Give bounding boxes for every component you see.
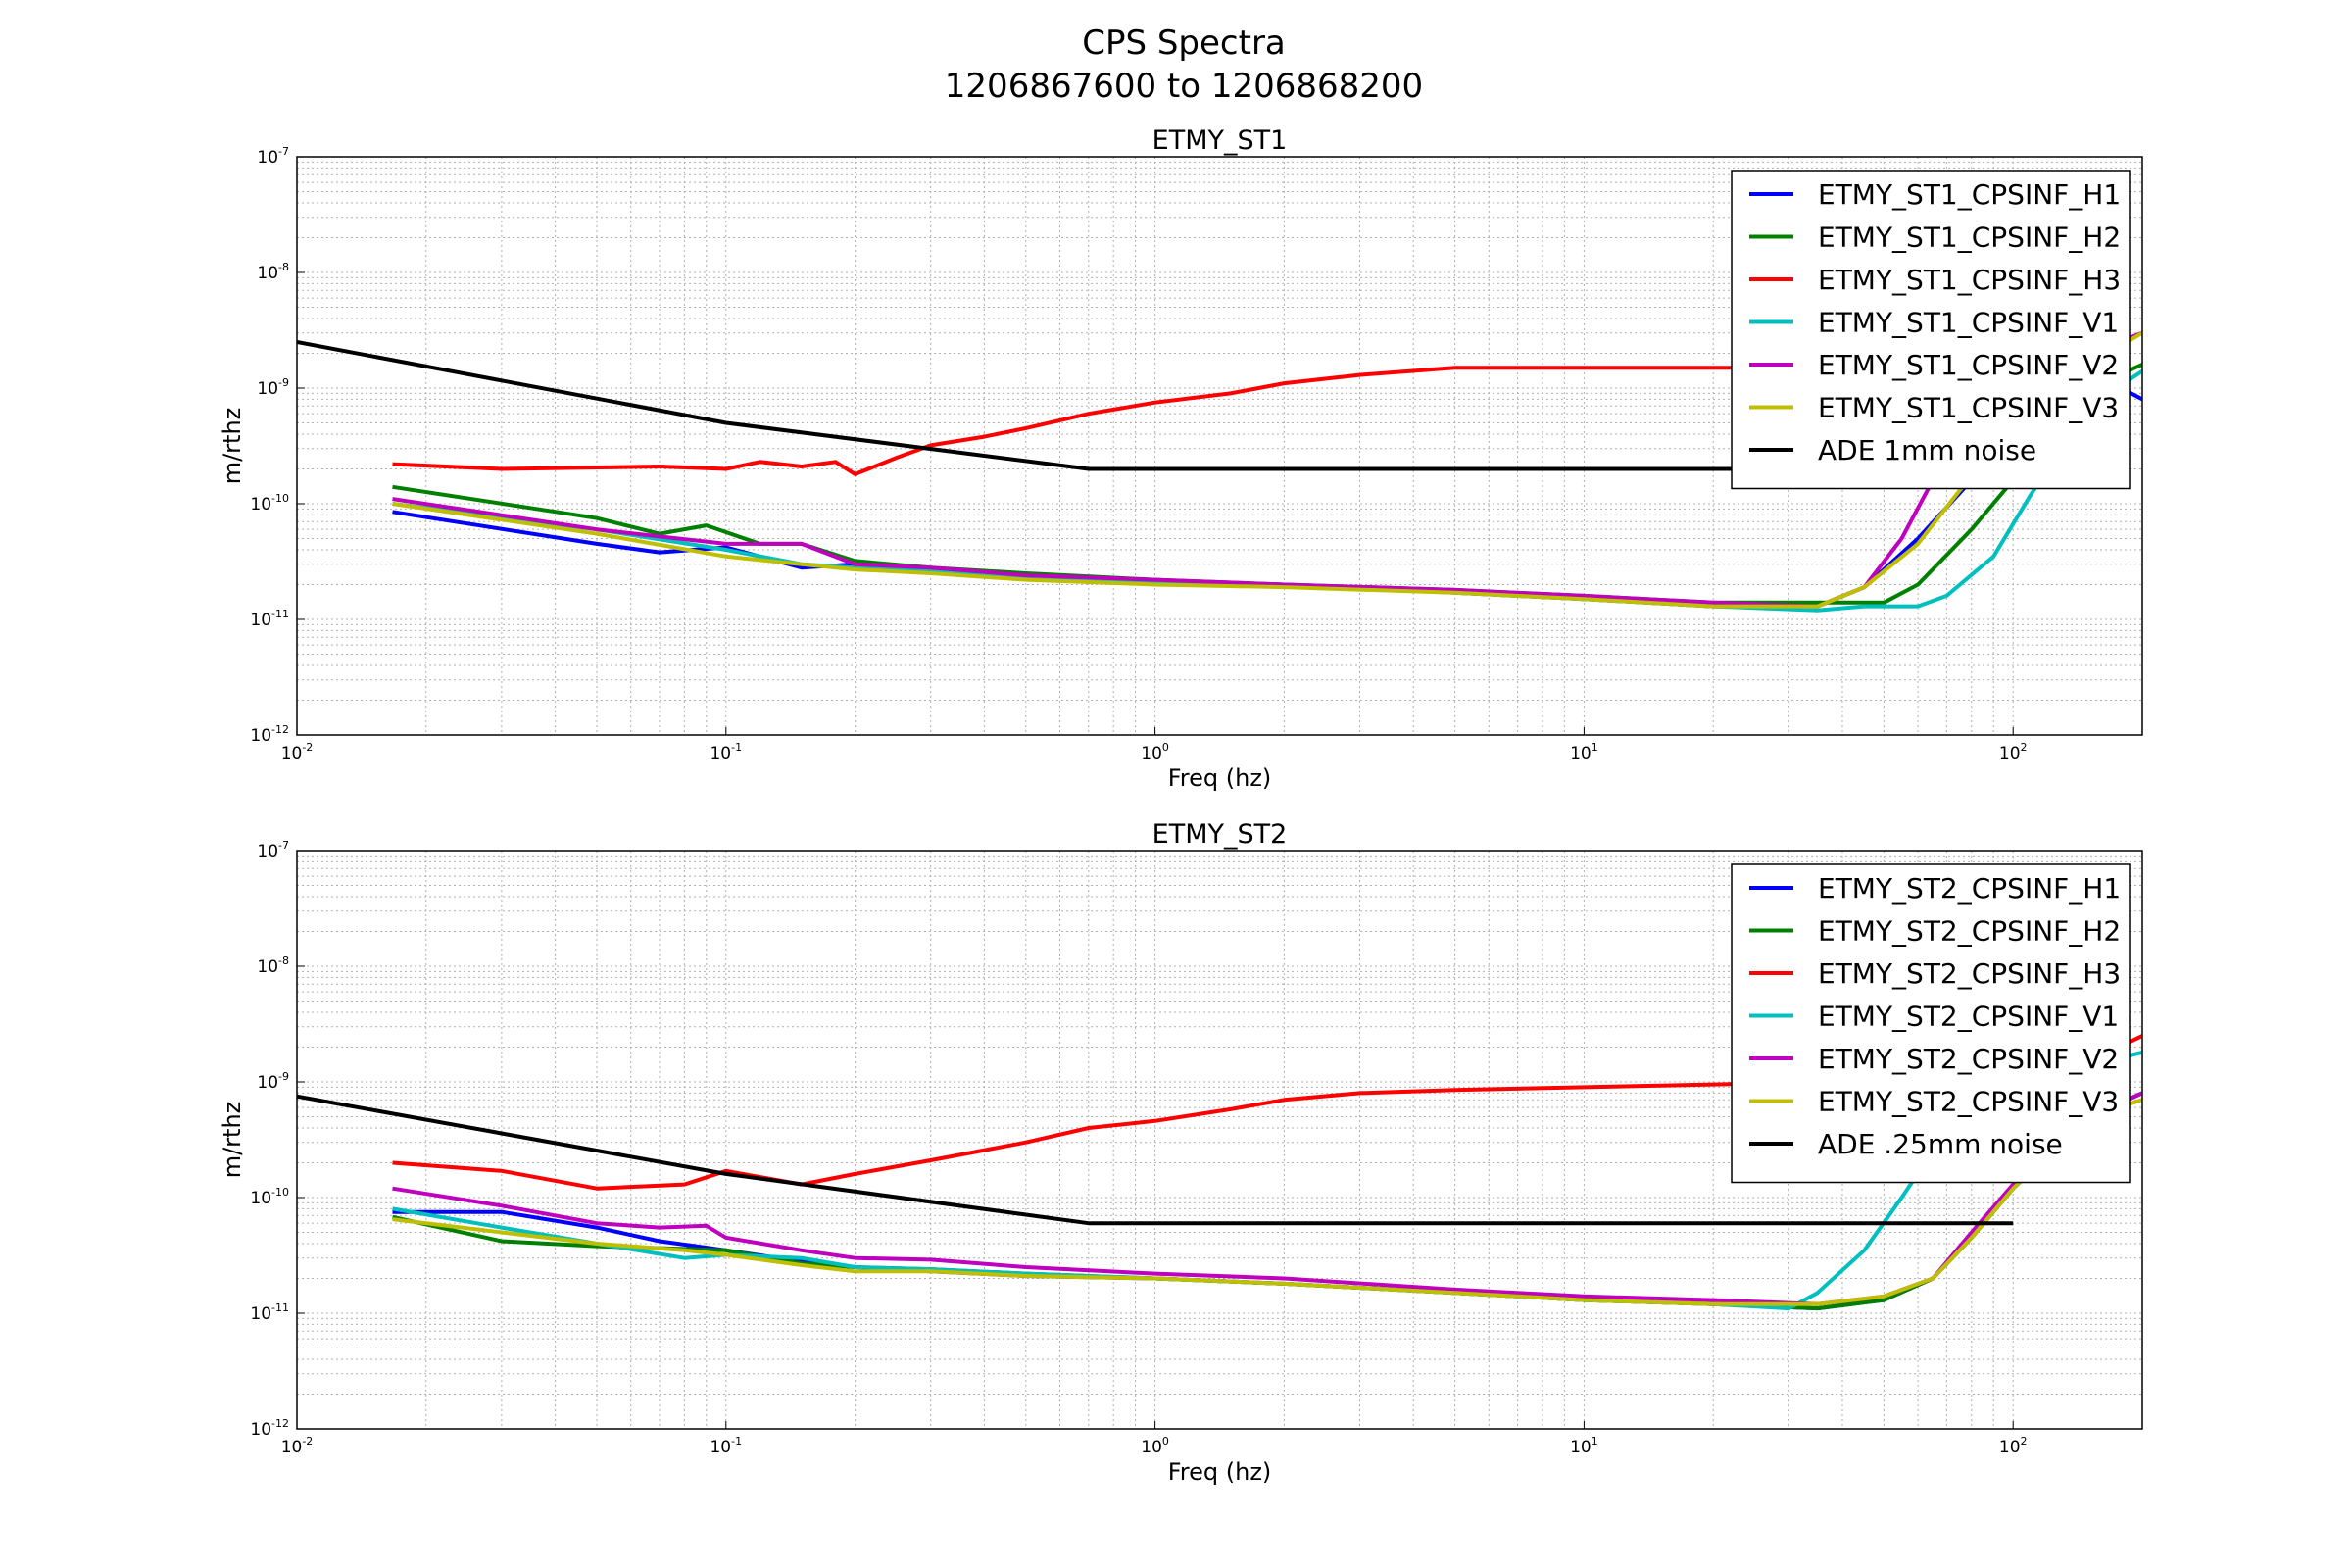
legend-label-4: ETMY_ST2_CPSINF_V1 bbox=[1818, 1001, 2119, 1033]
x-tick-label: 10-1 bbox=[710, 741, 742, 763]
y-tick-label: 10-8 bbox=[257, 261, 289, 283]
chart-panel-1: 10-2 10-1 100 101 102 10-12 10-11 10-10 10-9 10-8… bbox=[219, 125, 2143, 792]
x-tick-label: 101 bbox=[1570, 1435, 1598, 1457]
y-tick-label: 10-9 bbox=[257, 1070, 289, 1093]
legend-label-3: ETMY_ST1_CPSINF_H3 bbox=[1818, 264, 2121, 296]
y-tick-label: 10-12 bbox=[250, 723, 289, 746]
y-tick-label: 10-10 bbox=[250, 1186, 289, 1208]
legend-box bbox=[1731, 863, 2131, 1184]
legend-label-2: ETMY_ST1_CPSINF_H2 bbox=[1818, 221, 2121, 254]
legend-label-6: ETMY_ST2_CPSINF_V3 bbox=[1818, 1086, 2119, 1118]
legend-label-1: ETMY_ST1_CPSINF_H1 bbox=[1818, 178, 2121, 211]
legend-label-7: ADE .25mm noise bbox=[1818, 1128, 2063, 1160]
series-line-6 bbox=[392, 1098, 2142, 1306]
x-tick-label: 102 bbox=[1999, 741, 2028, 763]
x-tick-label: 10-2 bbox=[281, 1435, 314, 1457]
y-tick-label: 10-8 bbox=[257, 955, 289, 977]
x-tick-label: 10-2 bbox=[281, 741, 314, 763]
axes-frame bbox=[296, 156, 2143, 736]
legend-box bbox=[1731, 170, 2131, 490]
legend-label-4: ETMY_ST1_CPSINF_V1 bbox=[1818, 307, 2119, 339]
x-tick-label: 100 bbox=[1141, 741, 1169, 763]
legend-label-1: ETMY_ST2_CPSINF_H1 bbox=[1818, 872, 2121, 905]
legend-label-7: ADE 1mm noise bbox=[1818, 434, 2036, 466]
y-tick-label: 10-11 bbox=[250, 608, 289, 630]
figure-title-line1: CPS Spectra bbox=[1082, 24, 1286, 63]
x-tick-label: 101 bbox=[1570, 741, 1598, 763]
series-line-7 bbox=[297, 1094, 2014, 1226]
x-axis-label: Freq (hz) bbox=[1168, 764, 1272, 792]
y-tick-label: 10-10 bbox=[250, 492, 289, 514]
legend-label-2: ETMY_ST2_CPSINF_H2 bbox=[1818, 915, 2121, 948]
legend-label-5: ETMY_ST1_CPSINF_V2 bbox=[1818, 349, 2119, 381]
y-axis-label: m/rthz bbox=[219, 1102, 246, 1179]
legend: ETMY_ST2_CPSINF_H1 ETMY_ST2_CPSINF_H2 ETMY… bbox=[1731, 863, 2131, 1184]
x-tick-label: 102 bbox=[1999, 1435, 2028, 1457]
legend-label-3: ETMY_ST2_CPSINF_H3 bbox=[1818, 957, 2121, 990]
y-axis-label: m/rthz bbox=[219, 408, 246, 485]
y-tick-label: 10-9 bbox=[257, 376, 289, 399]
x-axis-label: Freq (hz) bbox=[1168, 1458, 1272, 1486]
series-line-6 bbox=[392, 330, 2142, 609]
panel-title: ETMY_ST1 bbox=[1152, 125, 1288, 156]
series-line-7 bbox=[297, 340, 2014, 471]
figure-title-line2: 1206867600 to 1206868200 bbox=[944, 67, 1424, 106]
panel-title: ETMY_ST2 bbox=[1152, 819, 1288, 850]
axes-frame bbox=[296, 850, 2143, 1430]
legend-label-5: ETMY_ST2_CPSINF_V2 bbox=[1818, 1043, 2119, 1075]
x-tick-label: 10-1 bbox=[710, 1435, 742, 1457]
figure-title: CPS Spectra 1206867600 to 1206868200 bbox=[0, 22, 2352, 108]
x-tick-label: 100 bbox=[1141, 1435, 1169, 1457]
y-tick-label: 10-7 bbox=[257, 145, 289, 168]
y-tick-label: 10-7 bbox=[257, 839, 289, 861]
legend: ETMY_ST1_CPSINF_H1 ETMY_ST1_CPSINF_H2 ETMY… bbox=[1731, 170, 2131, 490]
y-tick-label: 10-11 bbox=[250, 1301, 289, 1324]
chart-panel-2: 10-2 10-1 100 101 102 10-12 10-11 10-10 10-9 10-8… bbox=[219, 819, 2143, 1486]
y-tick-label: 10-12 bbox=[250, 1417, 289, 1440]
legend-label-6: ETMY_ST1_CPSINF_V3 bbox=[1818, 392, 2119, 424]
